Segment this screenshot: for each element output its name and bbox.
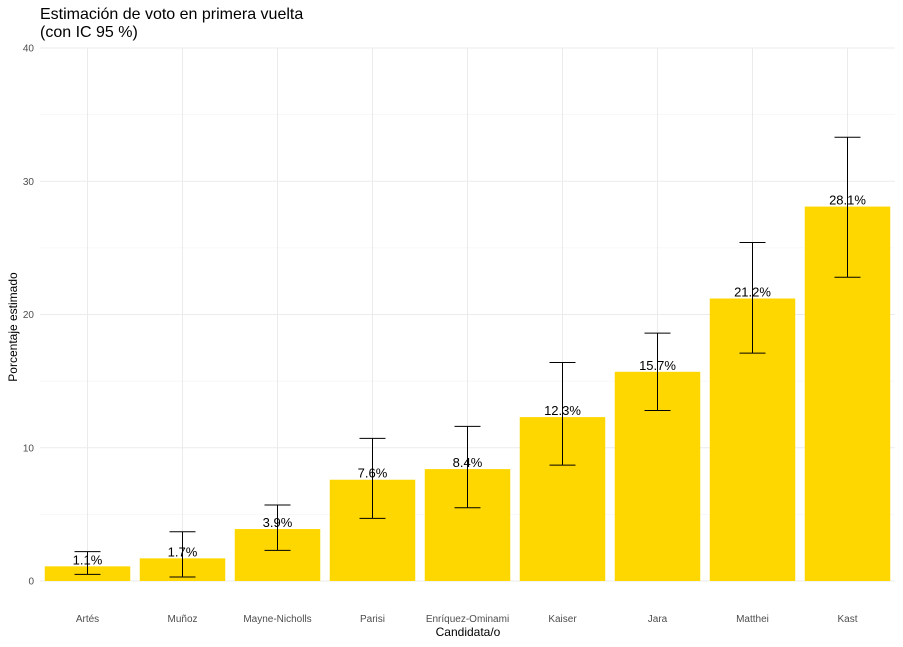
error-bar	[74, 551, 101, 575]
data-label: 1.7%	[168, 544, 198, 559]
x-tick-label: Parisi	[360, 614, 385, 625]
y-axis-title: Porcentaje estimado	[6, 272, 20, 382]
data-label: 8.4%	[453, 455, 483, 470]
x-tick-label: Muñoz	[167, 614, 197, 625]
x-tick-label: Mayne-Nicholls	[243, 614, 311, 625]
y-tick-label: 30	[23, 177, 35, 188]
error-bar	[359, 437, 386, 519]
chart-title: Estimación de voto en primera vuelta (co…	[40, 6, 303, 42]
data-label: 28.1%	[829, 193, 866, 208]
data-label: 1.1%	[73, 552, 103, 567]
x-tick-label: Artés	[76, 614, 99, 625]
data-label: 7.6%	[358, 466, 388, 481]
error-bar	[739, 242, 766, 354]
x-tick-label: Kaiser	[548, 614, 577, 625]
error-bar	[169, 531, 196, 578]
x-tick-label: Jara	[648, 614, 668, 625]
y-tick-label: 20	[23, 310, 35, 321]
y-tick-label: 40	[23, 44, 35, 55]
data-label: 12.3%	[544, 403, 581, 418]
error-bar	[644, 332, 671, 411]
y-axis-ticks: 0 10 20 30 40	[23, 44, 35, 588]
x-tick-label: Kast	[837, 614, 857, 625]
chart-title-line2: (con IC 95 %)	[40, 24, 138, 41]
data-label: 21.2%	[734, 285, 771, 300]
x-tick-label: Matthei	[736, 614, 769, 625]
chart-title-line1: Estimación de voto en primera vuelta	[40, 6, 304, 23]
error-bar	[454, 425, 481, 509]
error-bars	[74, 136, 861, 578]
x-axis-ticks: Artés Muñoz Mayne-Nicholls Parisi Enríquez-O…	[76, 614, 858, 625]
data-label: 3.9%	[263, 515, 293, 530]
data-label: 15.7%	[639, 358, 676, 373]
data-labels: 1.1% 1.7% 3.9% 7.6% 8.4% 12.3% 15.7% 21.2% 28.1%	[73, 193, 867, 568]
x-tick-label: Enríquez-Ominami	[426, 614, 509, 625]
y-tick-label: 0	[28, 577, 34, 588]
error-bar	[264, 504, 291, 551]
error-bar	[549, 361, 576, 466]
y-tick-label: 10	[23, 443, 35, 454]
error-bar	[834, 136, 861, 278]
x-axis-title: Candidata/o	[436, 625, 501, 639]
